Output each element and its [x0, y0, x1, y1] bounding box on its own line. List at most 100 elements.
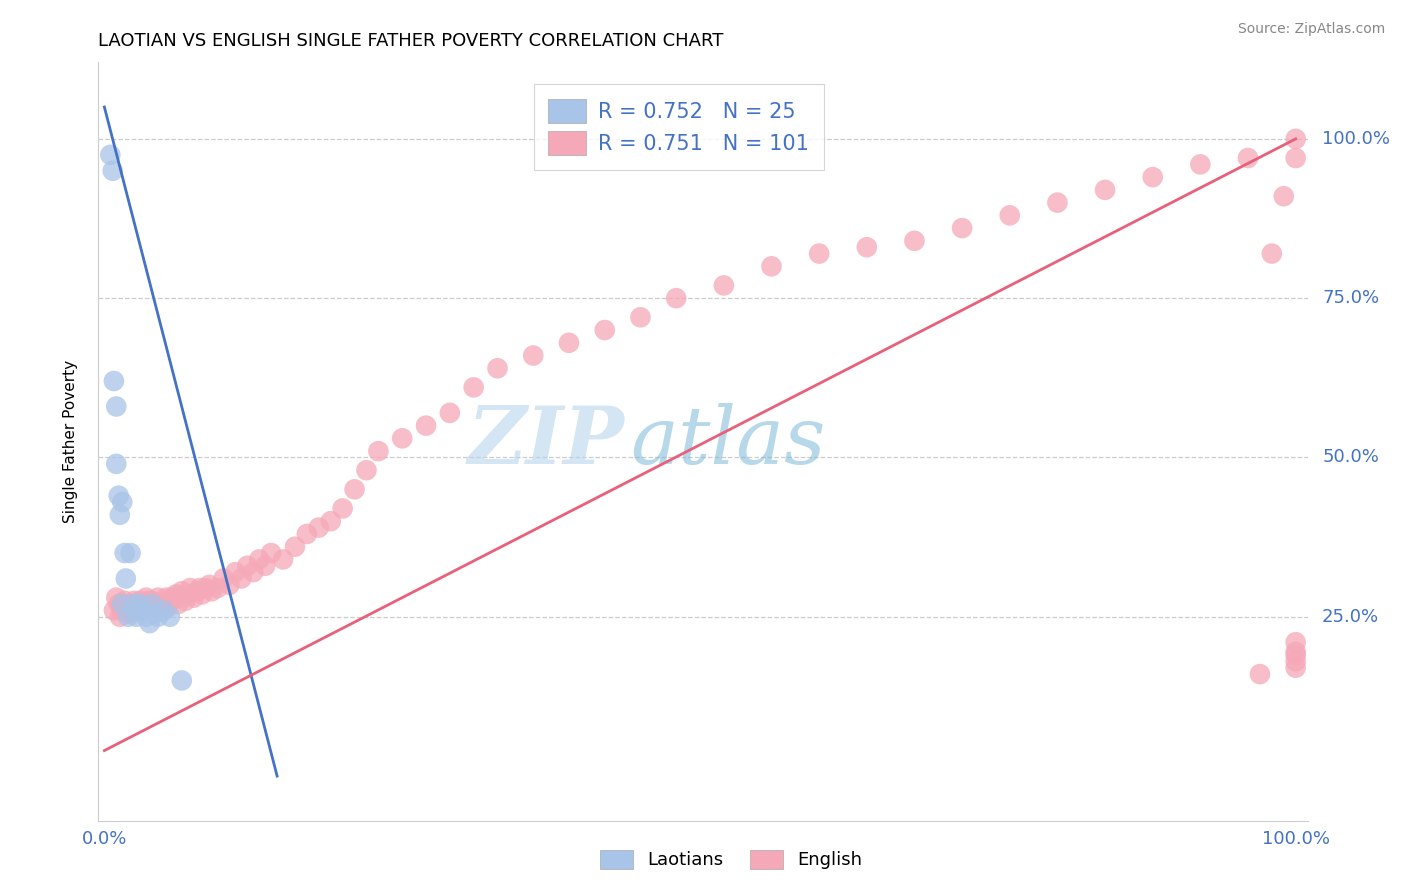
Point — [105, 591, 128, 605]
Point — [135, 591, 157, 605]
Point — [143, 607, 166, 621]
Point — [367, 444, 389, 458]
Point — [242, 565, 264, 579]
Point — [1272, 189, 1295, 203]
Point — [129, 597, 152, 611]
Point — [332, 501, 354, 516]
Point — [1142, 170, 1164, 185]
Point — [856, 240, 879, 254]
Point — [103, 603, 125, 617]
Point — [159, 609, 181, 624]
Point — [231, 572, 253, 586]
Point — [125, 609, 148, 624]
Y-axis label: Single Father Poverty: Single Father Poverty — [63, 360, 77, 523]
Point — [1189, 157, 1212, 171]
Point — [170, 673, 193, 688]
Point — [108, 609, 131, 624]
Point — [998, 208, 1021, 222]
Point — [141, 597, 163, 611]
Point — [143, 600, 166, 615]
Point — [186, 584, 208, 599]
Point — [177, 587, 200, 601]
Point — [107, 489, 129, 503]
Point — [1285, 635, 1308, 649]
Point — [1249, 667, 1271, 681]
Text: ZIP: ZIP — [468, 403, 624, 480]
Point — [114, 546, 136, 560]
Point — [950, 221, 973, 235]
Point — [122, 603, 145, 617]
Point — [129, 603, 152, 617]
Point — [141, 594, 163, 608]
Text: atlas: atlas — [630, 403, 825, 480]
Point — [1285, 654, 1308, 668]
Point — [218, 578, 240, 592]
Point — [1261, 246, 1284, 260]
Point — [159, 594, 181, 608]
Point — [194, 581, 217, 595]
Point — [105, 400, 128, 414]
Point — [138, 616, 160, 631]
Point — [107, 597, 129, 611]
Point — [284, 540, 307, 554]
Point — [1285, 661, 1308, 675]
Point — [343, 483, 366, 497]
Point — [486, 361, 509, 376]
Point — [1285, 645, 1308, 659]
Point — [224, 565, 246, 579]
Point — [1237, 151, 1260, 165]
Point — [170, 584, 193, 599]
Point — [135, 600, 157, 615]
Point — [108, 508, 131, 522]
Point — [146, 609, 169, 624]
Point — [174, 594, 197, 608]
Point — [630, 310, 652, 325]
Point — [1046, 195, 1069, 210]
Point — [295, 527, 318, 541]
Point — [1285, 648, 1308, 662]
Point — [162, 591, 184, 605]
Point — [212, 572, 235, 586]
Point — [138, 594, 160, 608]
Point — [356, 463, 378, 477]
Point — [101, 163, 124, 178]
Point — [146, 597, 169, 611]
Point — [415, 418, 437, 433]
Point — [247, 552, 270, 566]
Point — [117, 599, 139, 613]
Point — [114, 594, 136, 608]
Point — [167, 597, 190, 611]
Point — [179, 581, 201, 595]
Point — [207, 581, 229, 595]
Point — [1285, 132, 1308, 146]
Text: 25.0%: 25.0% — [1322, 607, 1379, 626]
Point — [1285, 151, 1308, 165]
Point — [120, 546, 142, 560]
Text: Source: ZipAtlas.com: Source: ZipAtlas.com — [1237, 22, 1385, 37]
Point — [665, 291, 688, 305]
Point — [165, 587, 187, 601]
Point — [522, 349, 544, 363]
Point — [808, 246, 831, 260]
Point — [183, 591, 205, 605]
Point — [122, 597, 145, 611]
Point — [105, 457, 128, 471]
Point — [260, 546, 283, 560]
Point — [111, 603, 134, 617]
Point — [903, 234, 925, 248]
Point — [236, 558, 259, 573]
Point — [120, 597, 142, 611]
Point — [439, 406, 461, 420]
Point — [153, 603, 176, 617]
Point — [131, 603, 153, 617]
Point — [131, 599, 153, 613]
Text: 50.0%: 50.0% — [1322, 449, 1379, 467]
Point — [117, 607, 139, 621]
Point — [169, 591, 191, 605]
Point — [1094, 183, 1116, 197]
Point — [593, 323, 616, 337]
Point — [308, 520, 330, 534]
Text: LAOTIAN VS ENGLISH SINGLE FATHER POVERTY CORRELATION CHART: LAOTIAN VS ENGLISH SINGLE FATHER POVERTY… — [98, 32, 724, 50]
Text: 100.0%: 100.0% — [1322, 130, 1391, 148]
Point — [145, 596, 167, 610]
